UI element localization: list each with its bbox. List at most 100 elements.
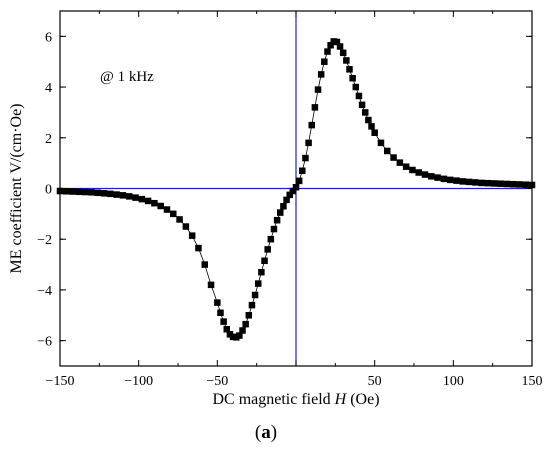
data-point: [308, 121, 315, 129]
data-point: [248, 301, 256, 309]
data-point: [522, 181, 529, 188]
data-point: [217, 309, 224, 316]
data-point: [144, 197, 152, 205]
data-point: [132, 194, 139, 201]
data-point: [302, 154, 309, 162]
y-tick-label: 0: [45, 183, 52, 198]
data-point: [459, 178, 467, 185]
data-point: [283, 196, 290, 204]
plot-area: [56, 11, 536, 366]
data-point: [100, 190, 108, 197]
panel-label: (a): [255, 422, 277, 443]
data-point: [242, 320, 249, 328]
data-point: [163, 206, 171, 213]
data-point: [516, 181, 523, 188]
axis-titles: ME coefficient V/(cm·Oe) DC magnetic fie…: [8, 69, 380, 443]
x-axis-label: DC magnetic field H (Oe): [212, 391, 379, 408]
data-point: [223, 325, 231, 333]
data-point: [497, 180, 504, 187]
data-point: [119, 192, 127, 199]
data-point: [333, 38, 341, 46]
data-point: [377, 139, 385, 147]
data-point: [321, 58, 328, 65]
data-point: [484, 179, 492, 187]
data-point: [113, 191, 120, 198]
data-point: [125, 193, 133, 200]
data-point: [446, 176, 454, 184]
x-tick-label: 50: [368, 374, 382, 389]
data-point: [289, 187, 297, 195]
data-point: [138, 195, 146, 203]
data-point: [182, 223, 190, 230]
panel-label-open: (: [255, 422, 261, 443]
data-point: [402, 163, 410, 170]
data-point: [170, 210, 177, 218]
data-point: [280, 203, 287, 210]
data-point: [371, 129, 378, 136]
data-point: [151, 199, 158, 207]
data-point: [440, 175, 448, 183]
data-point: [465, 178, 473, 186]
data-point: [292, 183, 300, 191]
data-point: [245, 312, 253, 319]
data-point: [453, 177, 460, 184]
data-point: [81, 188, 89, 196]
data-point: [63, 188, 70, 195]
data-point: [286, 191, 293, 199]
data-point: [390, 154, 397, 161]
data-point: [258, 268, 265, 276]
data-point: [327, 41, 334, 49]
y-tick-label: −6: [37, 335, 52, 350]
data-point: [214, 299, 221, 306]
data-point: [365, 116, 372, 124]
data-point: [69, 188, 76, 195]
data-point: [428, 173, 435, 180]
data-point: [176, 216, 183, 223]
data-point: [236, 332, 243, 339]
data-point: [157, 202, 164, 210]
data-point: [264, 246, 271, 253]
panel-label-letter: a: [261, 422, 271, 443]
x-tick-label: −100: [124, 374, 153, 389]
data-point: [261, 257, 268, 265]
data-point: [75, 188, 83, 196]
data-point: [267, 235, 275, 243]
data-point: [343, 57, 350, 64]
data-point: [358, 101, 366, 109]
data-point: [396, 159, 404, 166]
y-tick-label: 2: [45, 132, 52, 147]
y-axis-label: ME coefficient V/(cm·Oe): [8, 103, 25, 273]
x-tick-label: 150: [522, 374, 543, 389]
data-point: [201, 261, 208, 268]
data-point: [220, 318, 227, 325]
data-point: [368, 123, 375, 130]
data-point: [478, 179, 485, 187]
data-point: [336, 43, 344, 50]
data-point: [311, 104, 319, 111]
data-point: [188, 232, 196, 239]
data-point: [509, 180, 517, 188]
x-axis-label-variable: H: [334, 391, 348, 408]
data-point: [299, 167, 306, 174]
data-point: [270, 225, 278, 233]
y-tick-label: −2: [37, 233, 52, 248]
data-point: [254, 280, 262, 287]
data-point: [305, 139, 312, 147]
data-point: [503, 180, 511, 188]
data-point: [434, 174, 441, 181]
data-point: [346, 66, 353, 73]
data-point: [409, 166, 416, 174]
y-tick-label: −4: [37, 284, 52, 299]
data-point: [490, 180, 498, 187]
x-axis-label-unit: (Oe): [346, 391, 379, 408]
data-point: [349, 74, 356, 82]
data-point: [472, 179, 479, 186]
data-point: [384, 147, 391, 155]
data-point: [277, 209, 284, 216]
y-tick-label: 4: [45, 81, 52, 96]
data-point: [361, 109, 369, 116]
data-point: [339, 49, 347, 57]
x-axis-label-prefix: DC magnetic field: [212, 391, 334, 408]
data-point: [251, 291, 259, 299]
